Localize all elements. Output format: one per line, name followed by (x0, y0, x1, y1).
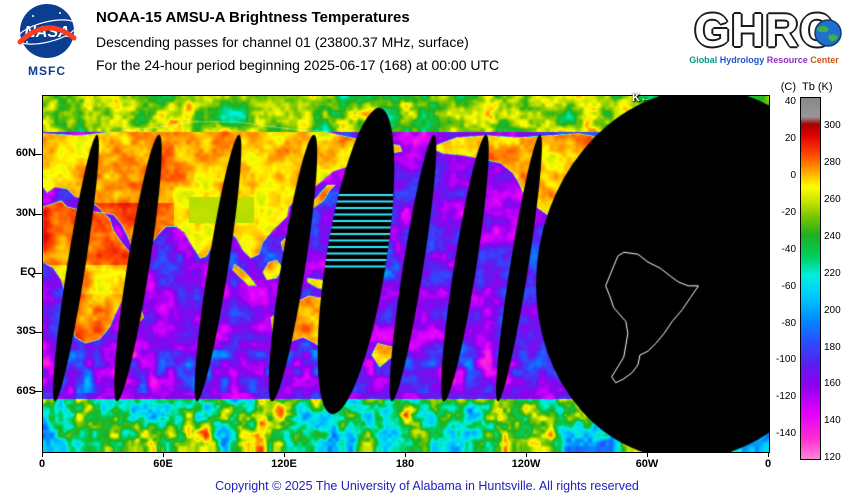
c-tick-n60: -60 (781, 281, 796, 292)
colorbar-unit-kelvin: Tb (K) (802, 81, 833, 93)
lat-label-30n: 30N (15, 207, 36, 219)
lat-label-60s: 60S (16, 385, 36, 397)
title-block: NOAA-15 AMSU-A Brightness Temperatures D… (96, 9, 499, 80)
lat-tick (35, 273, 42, 274)
lon-label-60w: 60W (635, 458, 659, 470)
c-tick-40: 40 (784, 96, 796, 107)
lat-tick (35, 154, 42, 155)
lat-label-30s: 30S (16, 325, 36, 337)
brightness-temperature-map (42, 95, 770, 453)
lat-tick (35, 214, 42, 215)
c-tick-n20: -20 (781, 207, 796, 218)
lon-tick (526, 453, 527, 457)
k-tick-200: 200 (824, 305, 841, 316)
nasa-insignia-icon: NASA (17, 4, 77, 58)
k-tick-240: 240 (824, 231, 841, 242)
lon-tick (647, 453, 648, 457)
k-tick-140: 140 (824, 415, 841, 426)
ghrc-wordmark: GHRC (694, 4, 834, 56)
lon-label-180: 180 (395, 458, 415, 470)
nasa-logo: NASA MSFC (12, 3, 82, 78)
k-tick-260: 260 (824, 194, 841, 205)
subtitle-period: For the 24-hour period beginning 2025-06… (96, 57, 500, 73)
tagline-word: Global (689, 55, 718, 65)
tagline-word: Resource (766, 55, 808, 65)
lon-label-0w: 0 (38, 458, 46, 470)
k-tick-180: 180 (824, 342, 841, 353)
c-tick-0: 0 (790, 170, 796, 181)
k-tick-300: 300 (824, 120, 841, 131)
lat-tick (35, 332, 42, 333)
lon-label-120e: 120E (271, 458, 297, 470)
lon-tick (768, 453, 769, 457)
k-tick-120: 120 (824, 452, 841, 463)
copyright-notice: Copyright © 2025 The University of Alaba… (215, 479, 639, 493)
lon-tick (284, 453, 285, 457)
ghrc-logo: GHRC Global Hydrology Resource Center (676, 2, 852, 65)
lat-label-60n: 60N (15, 147, 36, 159)
c-tick-n80: -80 (781, 318, 796, 329)
colorbar (800, 97, 821, 460)
lon-label-0e: 0 (764, 458, 772, 470)
subtitle-channel: Descending passes for channel 01 (23800.… (96, 34, 469, 50)
cursor-artifact: K← (632, 92, 651, 104)
k-tick-280: 280 (824, 157, 841, 168)
c-tick-n120: -120 (775, 391, 796, 402)
c-tick-n140: -140 (775, 428, 796, 439)
lon-tick (42, 453, 43, 457)
colorbar-unit-celsius: (C) (780, 81, 796, 93)
c-tick-20: 20 (784, 133, 796, 144)
nasa-center-label: MSFC (28, 64, 66, 78)
tagline-word: Hydrology (719, 55, 765, 65)
lon-tick (405, 453, 406, 457)
lon-tick (163, 453, 164, 457)
lat-tick (35, 391, 42, 392)
k-tick-160: 160 (824, 378, 841, 389)
page-title: NOAA-15 AMSU-A Brightness Temperatures (96, 9, 410, 26)
c-tick-n100: -100 (775, 354, 796, 365)
lon-label-60e: 60E (153, 458, 173, 470)
globe-icon (814, 19, 842, 47)
c-tick-n40: -40 (781, 244, 796, 255)
lat-label-eq: EQ (20, 266, 36, 278)
tagline-word: Center (810, 55, 839, 65)
lon-label-120w: 120W (511, 458, 541, 470)
k-tick-220: 220 (824, 268, 841, 279)
ghrc-tagline: Global Hydrology Resource Center (676, 55, 852, 65)
